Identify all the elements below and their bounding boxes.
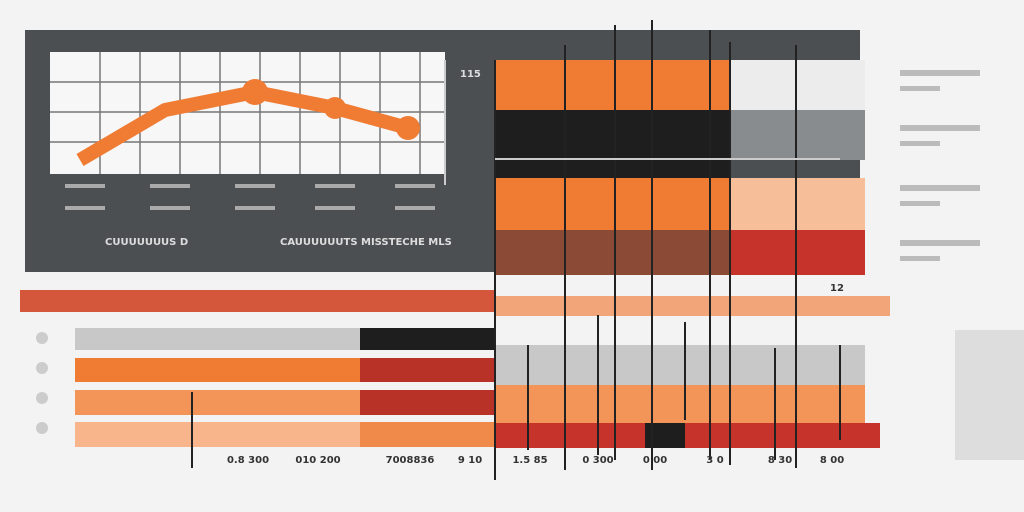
legend-bars [65, 184, 435, 210]
bar [495, 385, 865, 423]
grid [50, 52, 445, 174]
bottom-label: 3 0 [706, 455, 723, 466]
bottom-label: 1.5 85 [512, 455, 547, 466]
bar [360, 390, 495, 415]
bottom-label: 010 200 [295, 455, 340, 466]
bottom-label: 0 300 [582, 455, 613, 466]
chart-area [50, 52, 445, 174]
bottom-label: 0.8 300 [227, 455, 269, 466]
band [495, 296, 890, 316]
stripe [730, 178, 865, 230]
stripe [495, 60, 730, 110]
bottom-label: 8 00 [820, 455, 844, 466]
band [20, 290, 495, 312]
left-caption: CUUUUUUUS D [105, 237, 188, 248]
bar [75, 328, 360, 350]
trend-points [242, 79, 420, 140]
stripe [495, 160, 730, 178]
bar [360, 358, 495, 382]
bar [360, 328, 495, 350]
stripe [495, 230, 730, 275]
bottom-label: 8 30 [768, 455, 792, 466]
sidebar [900, 70, 1024, 460]
bottom-labels: 0.8 300 010 200 7008836 9 10 1.5 85 0 300 0 00… [227, 455, 844, 466]
bar [75, 358, 360, 382]
axis-label: 115 [460, 69, 481, 80]
bottom-label: 0 00 [643, 455, 667, 466]
stripe [730, 230, 865, 275]
side-label: 12 [830, 283, 844, 294]
bottom-label: 9 10 [458, 455, 482, 466]
stripe [495, 110, 730, 160]
row-icons [36, 332, 48, 434]
bar [495, 423, 880, 448]
stripe [495, 178, 730, 230]
divider [495, 158, 840, 160]
bar [75, 422, 360, 447]
bar [75, 390, 360, 415]
bar [360, 422, 495, 447]
stripe [730, 60, 865, 110]
center-caption: CAUUUUUUTS MISSTECHE MLS [280, 237, 452, 248]
stripe [730, 110, 865, 160]
bar [495, 345, 865, 385]
vertical-lines [191, 20, 841, 480]
bottom-label: 7008836 [386, 455, 435, 466]
